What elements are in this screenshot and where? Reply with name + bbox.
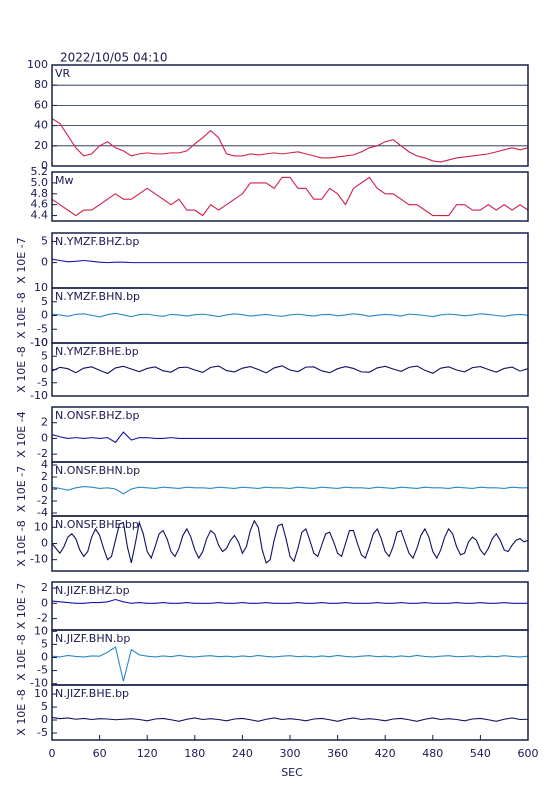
y-tick-label: 5: [41, 700, 48, 713]
y-tick-label: 20: [34, 139, 48, 152]
y-axis-label: X 10E -7: [15, 583, 28, 629]
y-tick-label: 5: [41, 637, 48, 650]
y-tick-label: 10: [34, 520, 48, 533]
trace-label: N.ONSF.BHE.bp: [55, 518, 139, 531]
y-axis-label: X 10E -7: [15, 237, 28, 283]
x-axis-label: SEC: [281, 766, 303, 779]
x-tick-label: 60: [93, 747, 107, 760]
y-tick-label: -5: [37, 322, 48, 335]
y-tick-label: -5: [37, 376, 48, 389]
y-tick-label: 0: [41, 596, 48, 609]
waveform: [51, 486, 528, 495]
x-tick-label: 420: [375, 747, 396, 760]
y-tick-label: -5: [37, 726, 48, 739]
y-axis-label: X 10E -8: [15, 634, 28, 680]
y-tick-label: 40: [34, 119, 48, 132]
y-tick-label: 2: [41, 470, 48, 483]
trace-label: N.JIZF.BHE.bp: [55, 687, 129, 700]
x-tick-label: 180: [184, 747, 205, 760]
y-tick-label: 2: [41, 416, 48, 429]
y-tick-label: 0: [41, 159, 48, 172]
y-tick-label: 0: [41, 431, 48, 444]
y-tick-label: -10: [30, 677, 48, 690]
waveform: [51, 519, 529, 564]
y-tick-label: -10: [30, 389, 48, 402]
y-tick-label: 4.8: [31, 187, 49, 200]
trace-label: N.JIZF.BHZ.bp: [55, 584, 130, 597]
y-tick-label: -10: [30, 553, 48, 566]
y-tick-label: 100: [27, 58, 48, 71]
x-tick-label: 300: [280, 747, 301, 760]
y-tick-label: -5: [37, 664, 48, 677]
y-tick-label: 10: [34, 687, 48, 700]
y-axis-label: X 10E -8: [15, 520, 28, 566]
trace-label: Mw: [55, 174, 74, 187]
x-tick-label: 480: [422, 747, 443, 760]
y-tick-label: 10: [34, 281, 48, 294]
y-tick-label: 5.0: [31, 176, 49, 189]
panel-frame: [51, 64, 529, 167]
trace-label: N.ONSF.BHN.bp: [55, 464, 140, 477]
y-tick-label: 5.2: [31, 165, 49, 178]
waveform: [51, 365, 529, 375]
y-tick-label: 5: [41, 349, 48, 362]
waveform: [51, 176, 529, 217]
y-tick-label: 10: [34, 624, 48, 637]
y-tick-label: -4: [37, 506, 48, 519]
y-axis-label: X 10E -8: [15, 689, 28, 735]
y-tick-label: 0: [41, 651, 48, 664]
y-tick-label: 60: [34, 98, 48, 111]
chart-title: 2022/10/05 04:10: [60, 51, 168, 65]
y-tick-label: -10: [30, 336, 48, 349]
panel-frame: [51, 342, 529, 397]
y-tick-label: 4: [41, 458, 48, 471]
y-tick-label: 0: [41, 363, 48, 376]
y-tick-label: 0: [41, 309, 48, 322]
x-tick-label: 360: [327, 747, 348, 760]
panel-frame: [51, 171, 529, 222]
trace-label: N.YMZF.BHZ.bp: [55, 235, 139, 248]
waveform: [51, 598, 528, 604]
waveform: [51, 258, 528, 264]
y-tick-label: -2: [37, 447, 48, 460]
waveform: [51, 716, 529, 722]
x-tick-label: 0: [49, 747, 56, 760]
y-axis-label: X 10E -8: [15, 346, 28, 392]
y-tick-label: 5: [41, 234, 48, 247]
waveform: [51, 646, 529, 682]
x-tick-label: 600: [518, 747, 539, 760]
x-tick-label: 120: [137, 747, 158, 760]
y-tick-label: -2: [37, 612, 48, 625]
x-tick-label: 540: [470, 747, 491, 760]
y-tick-label: 0: [41, 482, 48, 495]
panel-frame: [51, 515, 529, 572]
trace-label: N.YMZF.BHN.bp: [55, 290, 140, 303]
y-tick-label: 0: [41, 256, 48, 269]
y-tick-label: 0: [41, 713, 48, 726]
trace-label: N.ONSF.BHZ.bp: [55, 409, 139, 422]
y-tick-label: 4.6: [31, 198, 49, 211]
trace-label: N.YMZF.BHE.bp: [55, 345, 139, 358]
waveform: [51, 431, 528, 444]
y-axis-label: X 10E -4: [15, 411, 28, 457]
y-axis-label: X 10E -8: [15, 292, 28, 338]
y-tick-label: -2: [37, 494, 48, 507]
y-tick-label: 10: [34, 336, 48, 349]
y-tick-label: 80: [34, 78, 48, 91]
y-tick-label: 2: [41, 581, 48, 594]
x-tick-label: 240: [232, 747, 253, 760]
waveform: [51, 312, 529, 318]
waveform: [51, 118, 529, 163]
y-tick-label: 5: [41, 295, 48, 308]
trace-label: VR: [55, 67, 71, 80]
trace-label: N.JIZF.BHN.bp: [55, 632, 130, 645]
y-tick-label: 0: [41, 537, 48, 550]
y-axis-label: X 10E -7: [15, 466, 28, 512]
y-tick-label: 4.4: [31, 209, 49, 222]
